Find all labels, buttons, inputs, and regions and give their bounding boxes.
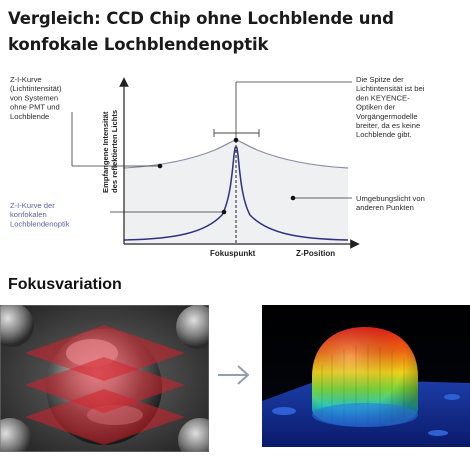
- height-map-3d-image: [262, 305, 470, 447]
- y-axis-label-1: Empfangene Intensität: [101, 111, 110, 193]
- right-arrow-icon: [218, 365, 250, 385]
- intensity-diagram: Empfangene Intensität des reflektierten …: [10, 75, 427, 258]
- focus-label: Fokuspunkt: [210, 249, 256, 258]
- metal-sphere-photo: [0, 305, 209, 452]
- section-title-fokusvariation: Fokusvariation: [8, 276, 122, 293]
- callout-dot-peak: [233, 137, 239, 143]
- callout-dot-wide-curve: [157, 163, 163, 169]
- x-axis-label: Z-Position: [296, 249, 335, 258]
- right-bottom-label: Umgebungslicht von anderen Punkten: [356, 194, 427, 212]
- page-title: Vergleich: CCD Chip ohne Lochblende und …: [8, 9, 394, 54]
- right-top-label: Die Spitze der Lichtintensität ist bei d…: [356, 75, 427, 139]
- focus-plane-bottom: [25, 389, 185, 445]
- left-bottom-label: Z-I-Kurve der konfokalen Lochblendenopti…: [10, 201, 70, 228]
- left-top-label: Z-I-Kurve (Lichtintensität) von Systemen…: [10, 75, 64, 121]
- focus-plane-top: [25, 325, 185, 381]
- focus-plane-middle: [25, 357, 185, 413]
- y-axis-label-2: des reflektierten Lichts: [110, 110, 119, 193]
- callout-dot-confocal: [221, 209, 227, 215]
- callout-dot-ambient: [290, 195, 296, 201]
